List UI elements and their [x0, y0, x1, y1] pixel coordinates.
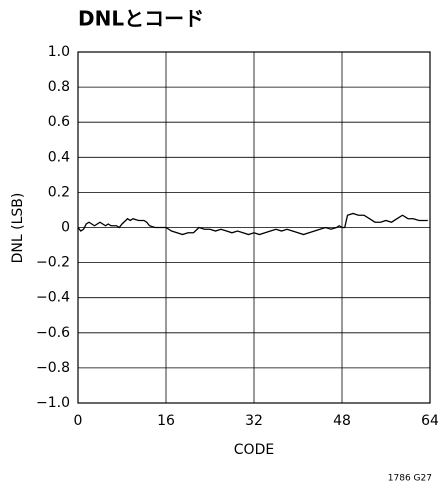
x-tick-label: 0 — [74, 413, 83, 429]
y-axis-label: DNL (LSB) — [10, 193, 26, 264]
y-tick-label: 0.8 — [48, 79, 70, 95]
y-tick-label: −0.4 — [36, 290, 70, 306]
chart-title: DNLとコード — [78, 7, 204, 31]
x-tick-label: 64 — [421, 413, 438, 429]
y-tick-label: 0.2 — [48, 184, 70, 200]
y-tick-label: −0.8 — [36, 360, 70, 376]
data-line — [77, 212, 428, 236]
y-tick-label: −1.0 — [36, 395, 70, 411]
x-tick-label: 32 — [245, 413, 263, 429]
y-tick-label: −0.2 — [36, 255, 70, 271]
y-tick-label: 1.0 — [48, 44, 70, 60]
y-tick-label: 0 — [61, 220, 70, 236]
x-axis-label: CODE — [234, 442, 274, 458]
footnote: 1786 G27 — [388, 474, 432, 484]
y-tick-label: −0.6 — [36, 325, 70, 341]
y-tick-label: 0.6 — [48, 114, 70, 130]
x-tick-label: 48 — [333, 413, 351, 429]
x-tick-label: 16 — [157, 413, 175, 429]
y-tick-label: 0.4 — [48, 149, 70, 165]
